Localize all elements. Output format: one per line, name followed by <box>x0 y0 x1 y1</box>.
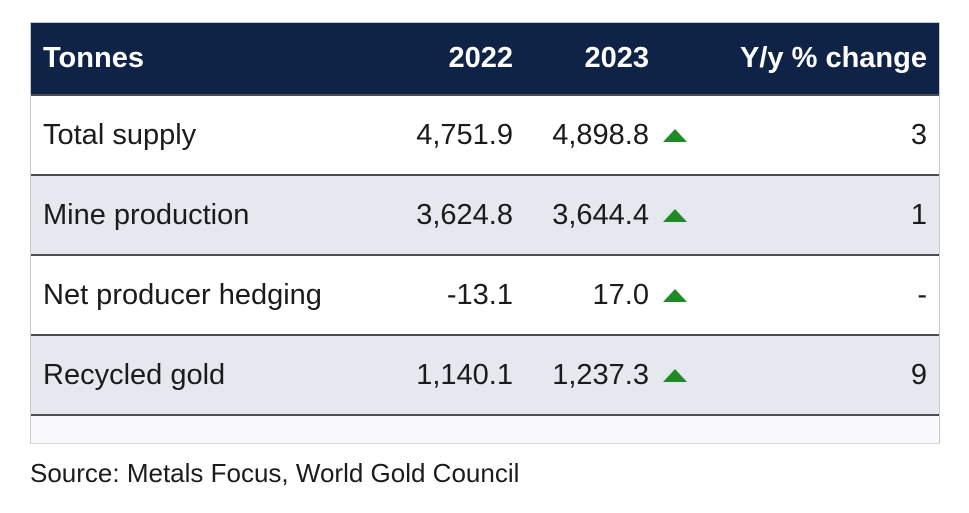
header-2023: 2023 <box>584 42 649 74</box>
source-caption: Source: Metals Focus, World Gold Council <box>30 458 520 488</box>
table-row-mine-production: Mine production 3,624.8 3,644.4 1 <box>31 176 939 256</box>
value-2023: 3,644.4 <box>552 198 649 231</box>
trend-up-icon <box>663 128 687 142</box>
table-footer-strip <box>31 416 939 444</box>
row-label: Total supply <box>43 118 197 151</box>
header-tonnes: Tonnes <box>43 42 144 74</box>
yy-change-value: 9 <box>910 358 927 391</box>
header-yy-change: Y/y % change <box>740 42 927 74</box>
yy-change-value: 3 <box>910 118 927 151</box>
value-2023: 1,237.3 <box>552 358 649 391</box>
value-2022: 3,624.8 <box>416 198 513 231</box>
trend-up-icon <box>663 288 687 302</box>
value-2023: 4,898.8 <box>552 118 649 151</box>
table-row-recycled-gold: Recycled gold 1,140.1 1,237.3 9 <box>31 336 939 416</box>
gold-supply-table: Tonnes 2022 2023 Y/y % change Total supp… <box>30 22 940 444</box>
yy-change-value: 1 <box>910 198 927 231</box>
value-2023: 17.0 <box>592 278 649 311</box>
row-label: Net producer hedging <box>43 278 322 311</box>
row-label: Mine production <box>43 198 250 231</box>
table-row-total-supply: Total supply 4,751.9 4,898.8 3 <box>31 96 939 176</box>
table-header-row: Tonnes 2022 2023 Y/y % change <box>31 23 939 96</box>
yy-change-value: - <box>917 278 927 311</box>
header-2022: 2022 <box>448 42 513 74</box>
value-2022: 4,751.9 <box>416 118 513 151</box>
trend-up-icon <box>663 368 687 382</box>
table-row-net-producer-hedging: Net producer hedging -13.1 17.0 - <box>31 256 939 336</box>
value-2022: 1,140.1 <box>416 358 513 391</box>
value-2022: -13.1 <box>446 278 513 311</box>
row-label: Recycled gold <box>43 358 226 391</box>
trend-up-icon <box>663 208 687 222</box>
